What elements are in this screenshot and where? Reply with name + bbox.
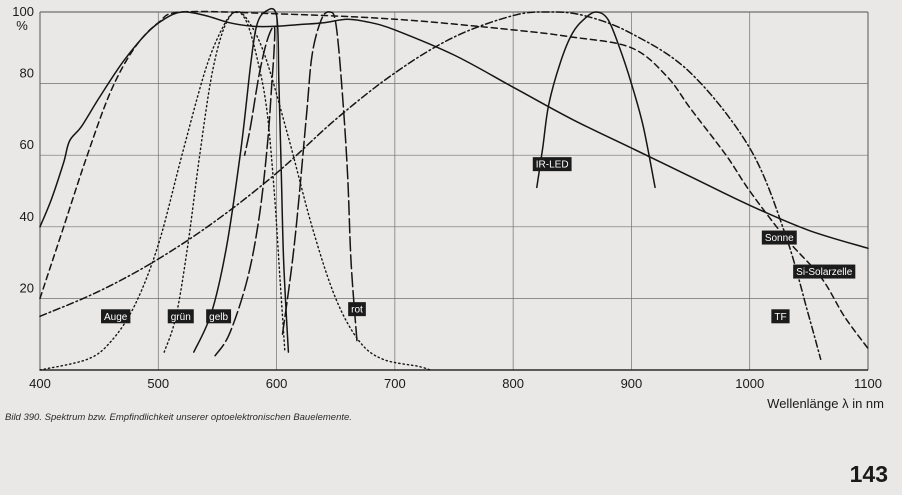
series-label-box bbox=[793, 264, 856, 279]
series-label-box bbox=[101, 309, 131, 324]
series-line-gelb bbox=[193, 7, 290, 353]
series-label-auge: Auge bbox=[101, 309, 131, 324]
series-label-box bbox=[761, 230, 797, 245]
series-label-text: Auge bbox=[104, 312, 128, 323]
series-label-text: grün bbox=[171, 312, 191, 323]
series-label-text: TF bbox=[774, 312, 786, 323]
grid bbox=[39, 11, 869, 371]
y-tick-label: 100 bbox=[12, 4, 34, 19]
series-label-gr-n: grün bbox=[167, 309, 194, 324]
x-tick-label: 400 bbox=[29, 376, 51, 391]
series-label-tf: TF bbox=[771, 309, 790, 324]
y-tick-label: 40 bbox=[20, 209, 34, 224]
series-label-text: IR-LED bbox=[536, 160, 569, 171]
x-tick-label: 800 bbox=[502, 376, 524, 391]
series-label-rot: rot bbox=[348, 302, 366, 317]
series-label-text: gelb bbox=[209, 312, 228, 323]
y-tick-label: 20 bbox=[20, 280, 34, 295]
x-axis-label: Wellenlänge λ in nm bbox=[767, 396, 884, 411]
curves bbox=[39, 7, 869, 371]
series-line-gr-n bbox=[163, 11, 286, 353]
x-tick-label: 1100 bbox=[854, 376, 882, 391]
x-tick-label: 700 bbox=[384, 376, 406, 391]
series-label-box bbox=[206, 309, 232, 324]
series-label-gelb: gelb bbox=[206, 309, 232, 324]
series-line-ir-led bbox=[536, 11, 656, 189]
series-label-box bbox=[348, 302, 366, 317]
x-tick-label: 900 bbox=[621, 376, 643, 391]
x-tick-label: 500 bbox=[147, 376, 169, 391]
x-tick-label: 600 bbox=[266, 376, 288, 391]
series-label-text: rot bbox=[351, 305, 363, 316]
series-line-auge bbox=[39, 10, 431, 371]
x-tick-label: 1000 bbox=[735, 376, 764, 391]
series-label-box bbox=[771, 309, 790, 324]
y-axis-unit: % bbox=[16, 18, 28, 33]
series-label-sonne: Sonne bbox=[761, 230, 797, 245]
series-label-box bbox=[532, 157, 572, 172]
series-line-si-solarzelle bbox=[39, 10, 869, 350]
tick-labels: 400 500 600 700 800 900 1000 1100 20 40 60 80 100 bbox=[12, 4, 882, 391]
series-label-box bbox=[167, 309, 194, 324]
series-label-text: Sonne bbox=[765, 233, 794, 244]
series-label-text: Si-Solarzelle bbox=[796, 267, 853, 278]
series-labels: Sonne Si-Solarzelle TF IR-LED Auge grün gelb ro… bbox=[101, 157, 856, 324]
y-tick-label: 80 bbox=[20, 66, 34, 81]
series-line-gelb-dash bbox=[214, 25, 276, 357]
series-line-sonne bbox=[39, 11, 869, 250]
figure-caption: Bild 390. Spektrum bzw. Empfindlichkeit … bbox=[5, 412, 352, 423]
series-label-si-solarzelle: Si-Solarzelle bbox=[793, 264, 856, 279]
y-tick-label: 60 bbox=[20, 137, 34, 152]
series-label-ir-led: IR-LED bbox=[532, 157, 572, 172]
series-line-rot bbox=[281, 11, 358, 343]
page-number: 143 bbox=[849, 461, 888, 487]
series-line-tf bbox=[39, 11, 822, 361]
